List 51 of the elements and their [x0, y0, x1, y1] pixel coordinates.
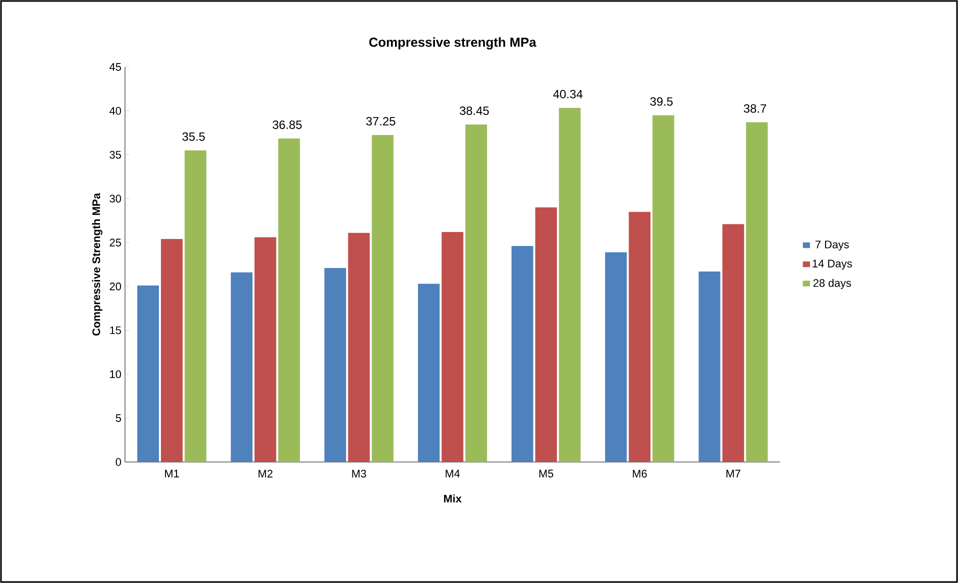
- bar: [512, 246, 534, 462]
- bar: [628, 212, 650, 462]
- legend-label: 28 days: [813, 278, 851, 290]
- bar: [418, 284, 440, 462]
- y-tick-label: 10: [110, 370, 122, 378]
- bar: [324, 268, 346, 462]
- x-tick-label: M4: [446, 470, 460, 478]
- bar: [535, 207, 557, 462]
- data-label: 40.34: [553, 90, 583, 98]
- x-tick-label: M6: [632, 470, 647, 478]
- x-tick-label: M5: [539, 470, 554, 478]
- bar: [605, 252, 627, 462]
- bar: [184, 150, 206, 462]
- x-tick-label: M3: [352, 470, 366, 478]
- bar: [652, 115, 674, 462]
- x-tick-label: M1: [165, 470, 179, 478]
- bar: [254, 237, 276, 462]
- chart-title: Compressive strength MPa: [369, 37, 536, 50]
- bar: [372, 135, 394, 462]
- data-label: 38.7: [744, 104, 766, 113]
- y-tick-label: 5: [116, 414, 122, 422]
- bar: [442, 232, 464, 462]
- data-label: 36.85: [272, 120, 302, 129]
- data-label: 39.5: [650, 97, 673, 106]
- x-tick-label: M7: [726, 470, 740, 478]
- legend-label: 14 Days: [812, 260, 852, 270]
- data-label: 37.25: [366, 116, 396, 126]
- y-tick-label: 20: [110, 282, 122, 290]
- bar: [558, 108, 581, 462]
- y-tick-label: 40: [109, 106, 122, 115]
- bar: [746, 122, 768, 462]
- bar: [137, 286, 159, 462]
- data-label: 35.5: [182, 132, 205, 141]
- x-tick-label: M2: [258, 470, 272, 478]
- bar: [465, 124, 488, 462]
- y-tick-label: 0: [116, 458, 122, 466]
- bar: [278, 138, 300, 462]
- y-tick-label: 45: [109, 63, 122, 71]
- x-axis-title: Mix: [444, 494, 462, 502]
- legend-label: 7 Days: [816, 240, 849, 251]
- y-tick-label: 15: [110, 326, 122, 334]
- bar: [160, 239, 183, 462]
- bar: [230, 272, 253, 462]
- y-tick-label: 30: [110, 194, 122, 203]
- bar: [722, 224, 744, 462]
- bar: [348, 232, 370, 462]
- data-label: 38.45: [460, 106, 489, 115]
- y-tick-label: 35: [110, 150, 122, 159]
- bar: [698, 272, 720, 462]
- y-tick-label: 25: [110, 238, 122, 246]
- y-axis-title: Compressive Strength MPa: [92, 192, 102, 336]
